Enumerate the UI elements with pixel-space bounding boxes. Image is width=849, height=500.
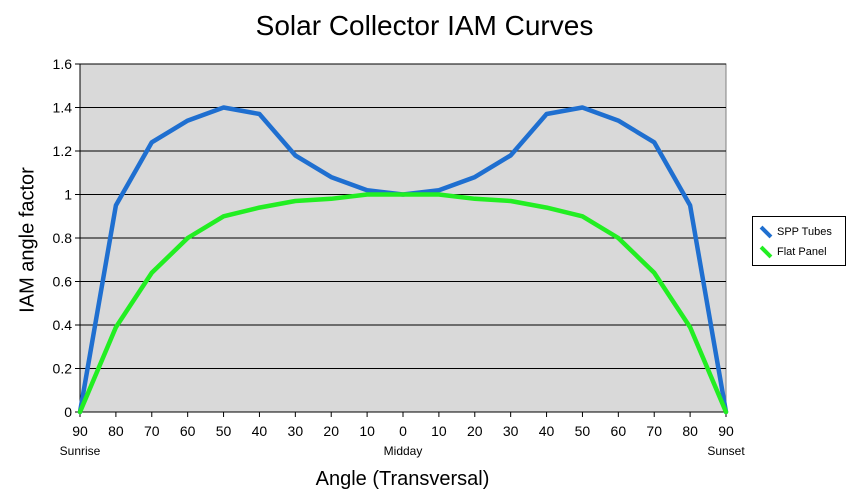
legend-item-flat-panel: Flat Panel xyxy=(759,244,827,260)
y-tick-label: 0.8 xyxy=(53,230,73,246)
y-tick-label: 1.6 xyxy=(53,56,73,72)
x-tick-label: 40 xyxy=(539,423,555,439)
x-tick-label: 60 xyxy=(180,423,196,439)
legend-label-spp-tubes: SPP Tubes xyxy=(777,226,832,238)
x-tick-label: 80 xyxy=(682,423,698,439)
x-sublabel: Sunset xyxy=(707,444,745,458)
legend-swatch-spp-tubes xyxy=(759,225,773,239)
x-tick-label: 20 xyxy=(467,423,483,439)
x-axis-label: Angle (Transversal) xyxy=(315,468,490,490)
x-tick-label: 40 xyxy=(252,423,268,439)
y-tick-label: 0.6 xyxy=(53,274,73,290)
legend-label-flat-panel: Flat Panel xyxy=(777,246,827,258)
x-tick-label: 50 xyxy=(216,423,232,439)
y-tick-label: 0.4 xyxy=(53,317,73,333)
x-tick-label: 10 xyxy=(359,423,375,439)
y-tick-label: 0 xyxy=(64,404,72,420)
x-tick-label: 30 xyxy=(288,423,304,439)
y-axis-label: IAM angle factor xyxy=(16,167,39,313)
x-tick-label: 90 xyxy=(72,423,88,439)
x-sublabel: Midday xyxy=(384,444,423,458)
y-tick-label: 1.4 xyxy=(53,100,73,116)
x-tick-label: 80 xyxy=(108,423,124,439)
y-tick-label: 1.2 xyxy=(53,143,73,159)
x-tick-label: 90 xyxy=(718,423,734,439)
x-tick-label: 50 xyxy=(575,423,591,439)
y-tick-label: 0.2 xyxy=(53,361,73,377)
x-sublabel: Sunrise xyxy=(60,444,101,458)
x-tick-label: 70 xyxy=(144,423,160,439)
y-tick-label: 1 xyxy=(64,187,72,203)
x-tick-label: 70 xyxy=(646,423,662,439)
x-tick-label: 60 xyxy=(611,423,627,439)
x-tick-label: 0 xyxy=(399,423,407,439)
x-tick-label: 10 xyxy=(431,423,447,439)
x-tick-label: 20 xyxy=(323,423,339,439)
x-tick-label: 30 xyxy=(503,423,519,439)
legend-item-spp-tubes: SPP Tubes xyxy=(759,224,832,240)
chart-title: Solar Collector IAM Curves xyxy=(255,10,594,41)
legend: SPP Tubes Flat Panel xyxy=(752,216,846,266)
legend-swatch-flat-panel xyxy=(759,245,773,259)
